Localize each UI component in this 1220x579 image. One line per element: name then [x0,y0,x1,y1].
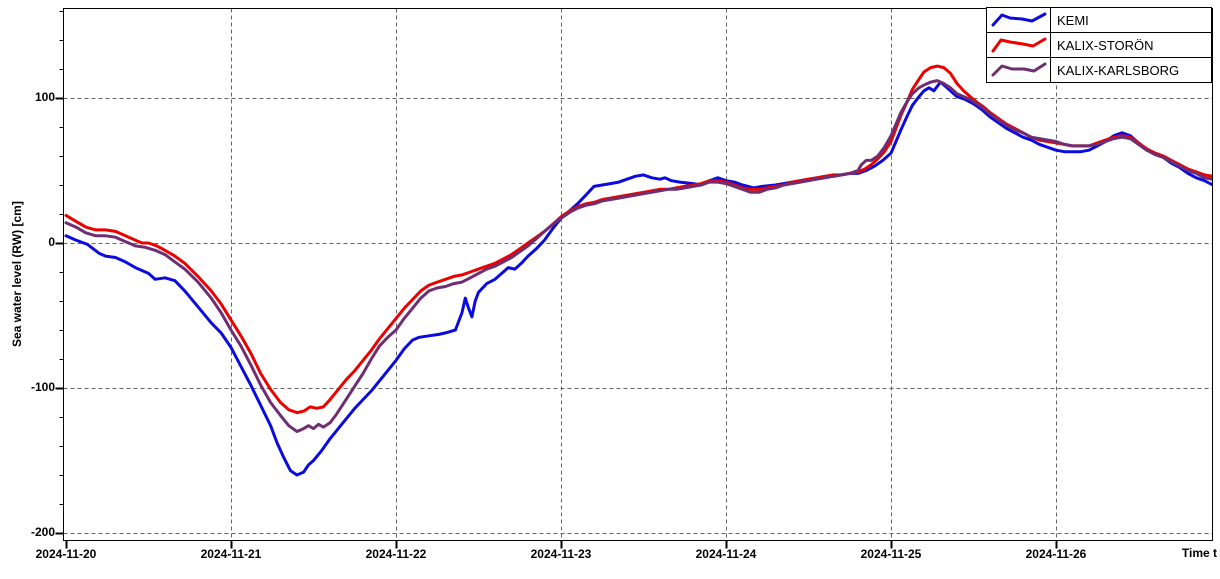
y-tick-label: 100 [34,90,55,104]
plot-border [63,8,1213,541]
x-tick-label: 2024-11-20 [35,547,97,561]
legend-row: KEMI [987,8,1211,32]
legend-label: KALIX-STORÖN [1057,37,1154,53]
legend: KEMI KALIX-STORÖN KALIX-KARLSBORG [986,7,1212,83]
series-line-kalix-karlsborg [64,79,1212,433]
y-axis-title: Sea water level (RW) [cm] [10,201,24,347]
x-tick-label: 2024-11-21 [200,547,262,561]
x-tick-label: 2024-11-22 [365,547,427,561]
y-tick-label: -100 [30,380,55,394]
legend-label: KEMI [1057,12,1089,28]
x-tick-label: 2024-11-23 [530,547,592,561]
y-tick-label: -200 [30,525,55,539]
y-tick-label: 0 [48,235,55,249]
x-tick-label: 2024-11-25 [860,547,922,561]
series-line-kemi [64,80,1212,477]
legend-line-sample-kalix-karlsborg [987,58,1051,82]
legend-row: KALIX-KARLSBORG [987,57,1211,82]
legend-row: KALIX-STORÖN [987,32,1211,57]
x-tick-label: 2024-11-24 [695,547,757,561]
x-axis-title: Time t [1181,546,1217,560]
legend-label: KALIX-KARLSBORG [1057,62,1180,78]
x-tick-label: 2024-11-26 [1025,547,1087,561]
legend-line-sample-kalix-storon [987,33,1051,57]
legend-line-sample-kemi [987,8,1051,32]
